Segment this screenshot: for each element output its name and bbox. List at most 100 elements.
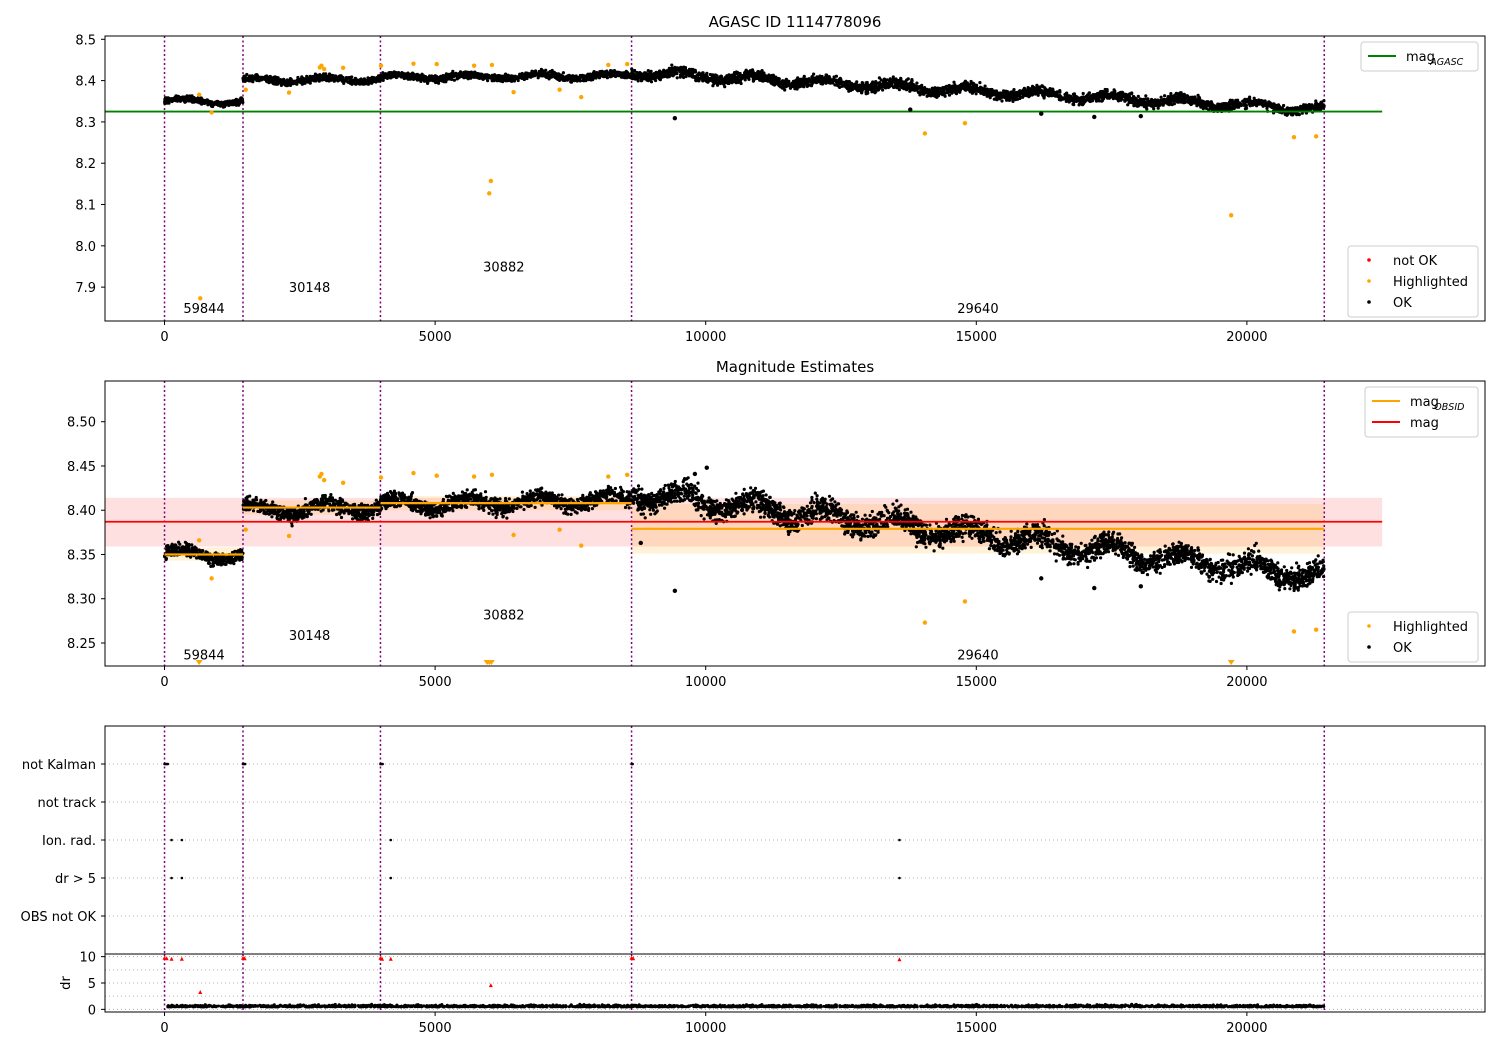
- ok-point: [1111, 97, 1115, 101]
- ok-point: [1242, 100, 1246, 104]
- ok-point: [700, 77, 705, 81]
- ok-point: [228, 99, 232, 103]
- ok-point: [242, 77, 246, 81]
- ok-point: [1132, 103, 1136, 107]
- ok-point: [351, 79, 355, 84]
- ok-point: [969, 79, 973, 84]
- ok-point: [466, 77, 470, 81]
- ok-point: [419, 77, 423, 81]
- ok-point: [1162, 101, 1166, 105]
- ok-point: [372, 79, 377, 83]
- ok-point: [237, 102, 241, 106]
- ok-point: [571, 75, 575, 80]
- ok-point: [320, 78, 324, 82]
- ok-point: [561, 71, 566, 75]
- ok-point: [1254, 100, 1258, 104]
- ok-point: [633, 68, 637, 73]
- ok-point: [1110, 91, 1114, 95]
- ok-point: [1032, 87, 1036, 91]
- ok-point: [383, 73, 387, 77]
- ok-point: [245, 78, 249, 82]
- ok-point: [183, 100, 187, 104]
- ok-point: [507, 78, 512, 82]
- ok-point: [1021, 95, 1025, 99]
- ok-point: [191, 98, 195, 102]
- ok-point: [1196, 97, 1200, 101]
- ok-point: [822, 76, 827, 80]
- ok-point: [1081, 91, 1085, 96]
- ok-point: [901, 85, 905, 89]
- ok-point: [482, 76, 486, 80]
- ok-point: [452, 72, 456, 76]
- ok-point: [706, 79, 710, 83]
- ok-point: [393, 73, 397, 77]
- ok-point: [400, 71, 404, 75]
- ok-point: [284, 83, 288, 87]
- ok-point: [308, 81, 312, 85]
- ok-point: [458, 70, 463, 74]
- ok-point: [1266, 102, 1270, 106]
- ok-point: [1064, 99, 1068, 103]
- ok-point: [597, 75, 602, 80]
- ok-point: [350, 75, 354, 79]
- ok-point: [1032, 91, 1036, 95]
- ok-point: [386, 72, 390, 76]
- ok-point: [183, 95, 187, 99]
- ok-point: [630, 73, 634, 77]
- ok-point: [321, 74, 325, 78]
- ok-point: [658, 76, 663, 80]
- ok-point: [1018, 96, 1022, 101]
- ok-point: [245, 72, 249, 77]
- ok-point: [1232, 102, 1236, 106]
- ok-point: [1251, 99, 1255, 104]
- ok-point: [471, 73, 475, 77]
- ok-point: [944, 84, 949, 88]
- ok-point: [556, 74, 560, 78]
- ok-point: [479, 76, 483, 80]
- ok-point: [425, 76, 429, 80]
- ok-point: [730, 81, 734, 85]
- ok-point: [1229, 107, 1234, 111]
- ok-point: [255, 78, 259, 83]
- ok-point: [396, 71, 400, 75]
- ok-point: [946, 90, 950, 94]
- ok-point: [510, 74, 514, 78]
- ok-point: [388, 76, 393, 80]
- ok-point: [596, 71, 600, 75]
- ok-point: [831, 81, 835, 85]
- ok-point: [379, 73, 383, 77]
- ok-point: [978, 81, 982, 85]
- ok-point: [336, 76, 340, 81]
- ok-point: [588, 73, 592, 77]
- ok-point: [812, 72, 816, 76]
- ok-point: [646, 74, 650, 78]
- ok-point: [456, 76, 460, 80]
- ok-point: [206, 99, 210, 103]
- ok-point: [311, 78, 315, 82]
- ok-point: [429, 74, 433, 79]
- ok-point: [873, 91, 877, 95]
- ok-point: [1184, 96, 1188, 100]
- ok-point: [1114, 92, 1118, 96]
- ok-point: [213, 100, 217, 104]
- ok-point: [549, 74, 553, 78]
- ok-point: [577, 78, 582, 82]
- ok-point: [166, 98, 170, 102]
- ok-point: [418, 74, 422, 78]
- ok-point: [1275, 106, 1279, 110]
- ok-point: [744, 68, 748, 72]
- ok-point: [593, 75, 597, 79]
- ok-point: [988, 88, 992, 92]
- ok-point: [223, 101, 228, 106]
- ok-point: [289, 82, 293, 86]
- ok-point: [723, 85, 727, 89]
- ok-point: [885, 81, 889, 85]
- ok-point: [242, 74, 246, 78]
- ok-point: [330, 76, 334, 80]
- ok-point: [163, 101, 167, 106]
- ok-point: [543, 72, 548, 76]
- ok-point: [548, 69, 552, 74]
- ok-point: [517, 75, 521, 79]
- ok-point: [708, 72, 713, 77]
- ok-point: [716, 83, 720, 87]
